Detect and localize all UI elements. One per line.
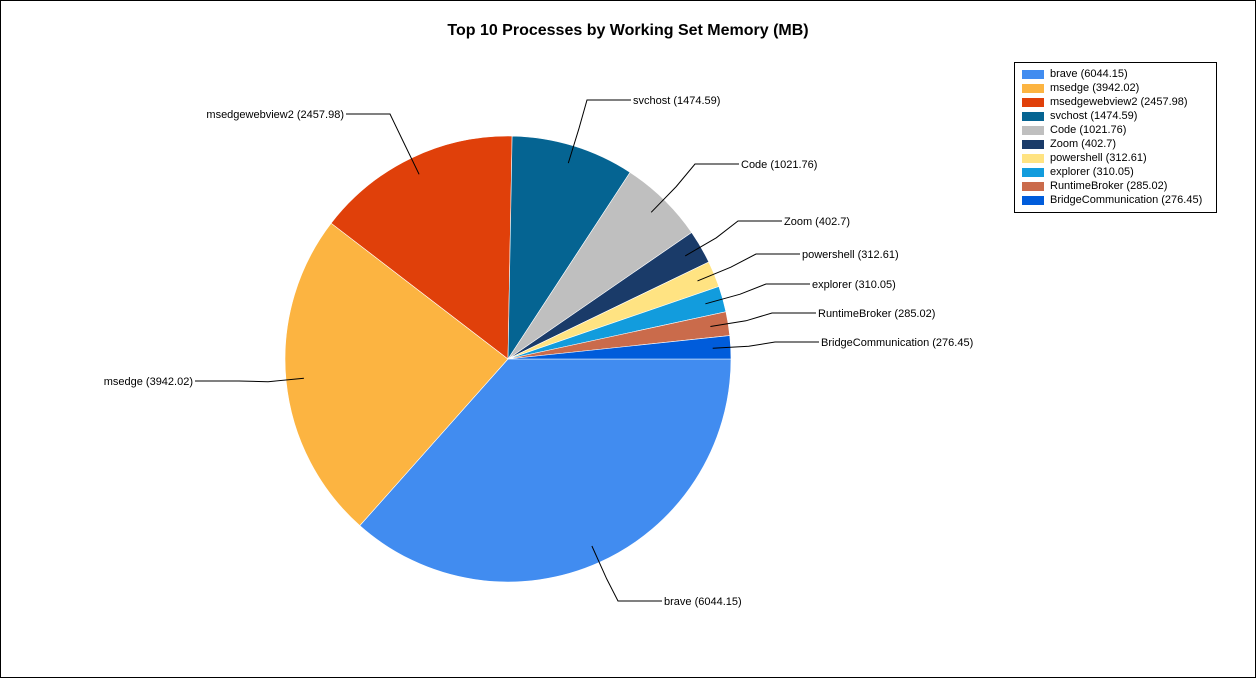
chart-title: Top 10 Processes by Working Set Memory (…: [447, 22, 809, 39]
legend-label: Zoom (402.7): [1050, 138, 1117, 150]
legend-item-msedgewebview2: msedgewebview2 (2457.98): [1022, 95, 1216, 109]
callout-line-bridgecommunication: [712, 341, 819, 349]
legend-swatch: [1022, 167, 1044, 177]
callout-line-powershell: [697, 253, 800, 282]
legend-item-zoom: Zoom (402.7): [1022, 137, 1216, 151]
legend-item-msedge: msedge (3942.02): [1022, 81, 1216, 95]
legend-item-explorer: explorer (310.05): [1022, 165, 1216, 179]
data-label-bridgecommunication: BridgeCommunication (276.45): [821, 337, 973, 349]
callout-line-code: [650, 163, 739, 213]
legend-swatch: [1022, 181, 1044, 191]
data-label-msedge: msedge (3942.02): [104, 376, 193, 388]
callout-line-svchost: [567, 99, 631, 164]
legend-swatch: [1022, 125, 1044, 135]
legend-swatch: [1022, 139, 1044, 149]
data-label-msedgewebview2: msedgewebview2 (2457.98): [206, 109, 344, 121]
callout-line-zoom: [684, 220, 782, 257]
legend-swatch: [1022, 195, 1044, 205]
legend-swatch: [1022, 69, 1044, 79]
callout-line-brave: [591, 545, 662, 602]
legend-item-svchost: svchost (1474.59): [1022, 109, 1216, 123]
data-label-code: Code (1021.76): [741, 159, 817, 171]
data-label-runtimebroker: RuntimeBroker (285.02): [818, 308, 935, 320]
legend-label: RuntimeBroker (285.02): [1050, 180, 1168, 192]
legend-label: msedgewebview2 (2457.98): [1050, 96, 1188, 108]
legend-swatch: [1022, 97, 1044, 107]
data-label-explorer: explorer (310.05): [812, 279, 896, 291]
legend-item-code: Code (1021.76): [1022, 123, 1216, 137]
callout-line-runtimebroker: [710, 312, 816, 327]
chart-legend: brave (6044.15) msedge (3942.02) msedgeweb…: [1014, 62, 1217, 213]
legend-label: svchost (1474.59): [1050, 110, 1138, 122]
legend-label: msedge (3942.02): [1050, 82, 1140, 94]
legend-swatch: [1022, 153, 1044, 163]
legend-item-bridgecommunication: BridgeCommunication (276.45): [1022, 193, 1216, 207]
callout-line-explorer: [705, 283, 810, 305]
data-label-svchost: svchost (1474.59): [633, 95, 720, 107]
legend-label: powershell (312.61): [1050, 152, 1147, 164]
legend-label: BridgeCommunication (276.45): [1050, 194, 1203, 206]
legend-item-brave: brave (6044.15): [1022, 67, 1216, 81]
data-label-zoom: Zoom (402.7): [784, 216, 850, 228]
legend-label: brave (6044.15): [1050, 68, 1128, 80]
callout-line-msedgewebview2: [346, 113, 420, 175]
legend-swatch: [1022, 83, 1044, 93]
legend-item-runtimebroker: RuntimeBroker (285.02): [1022, 179, 1216, 193]
data-label-brave: brave (6044.15): [664, 596, 742, 608]
legend-label: explorer (310.05): [1050, 166, 1134, 178]
legend-item-powershell: powershell (312.61): [1022, 151, 1216, 165]
legend-label: Code (1021.76): [1050, 124, 1127, 136]
legend-swatch: [1022, 111, 1044, 121]
callout-line-msedge: [195, 377, 304, 383]
data-label-powershell: powershell (312.61): [802, 249, 899, 261]
